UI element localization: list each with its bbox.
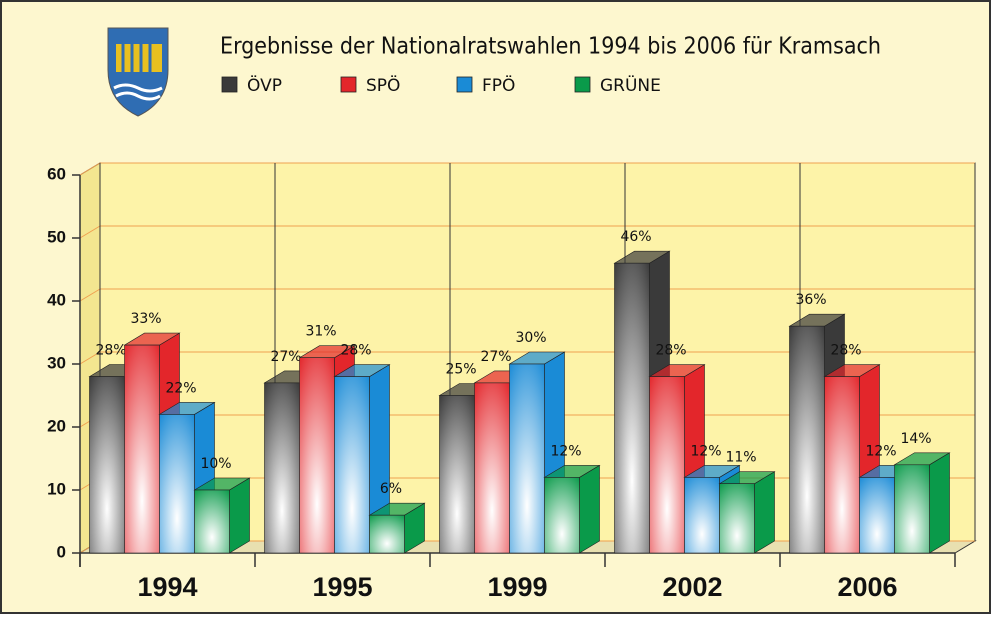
- bar: [719, 483, 755, 554]
- value-label: 31%: [305, 324, 336, 340]
- bar-side: [929, 452, 950, 554]
- legend-swatch: [221, 76, 238, 93]
- value-label: 12%: [690, 443, 721, 459]
- value-label: 25%: [445, 362, 476, 378]
- bar: [859, 477, 895, 554]
- value-label: 11%: [725, 450, 756, 466]
- bar: [544, 477, 580, 554]
- value-label: 22%: [165, 380, 196, 396]
- value-label: 12%: [865, 443, 896, 459]
- y-tick-label: 20: [47, 416, 66, 435]
- value-label: 6%: [380, 481, 402, 497]
- value-label: 28%: [95, 343, 126, 359]
- value-label: 28%: [340, 343, 371, 359]
- chart-title: Ergebnisse der Nationalratswahlen 1994 b…: [220, 34, 881, 60]
- grid-line-side: [79, 288, 101, 302]
- x-tick-label: 1994: [137, 572, 197, 602]
- grid-line-side: [79, 225, 101, 239]
- legend-label: GRÜNE: [600, 74, 661, 96]
- bar: [649, 376, 685, 554]
- value-label: 12%: [550, 443, 581, 459]
- legend-label: FPÖ: [482, 74, 515, 96]
- x-tick-label: 1999: [487, 572, 547, 602]
- legend-swatch: [574, 76, 591, 93]
- bar-side: [579, 464, 600, 554]
- value-label: 27%: [270, 349, 301, 365]
- value-label: 14%: [900, 431, 931, 447]
- bar-side: [229, 477, 250, 554]
- bar: [894, 464, 930, 554]
- legend-swatch: [340, 76, 357, 93]
- value-label: 27%: [480, 349, 511, 365]
- y-tick-label: 10: [47, 479, 66, 498]
- legend-label: SPÖ: [366, 74, 400, 96]
- value-label: 36%: [795, 292, 826, 308]
- x-tick-label: 2002: [662, 572, 722, 602]
- bar: [334, 376, 370, 554]
- bar: [89, 376, 125, 554]
- bar: [299, 357, 335, 554]
- bar: [264, 382, 300, 554]
- legend-swatch: [456, 76, 473, 93]
- y-tick-label: 50: [47, 227, 66, 246]
- bar: [614, 262, 650, 554]
- bar: [369, 514, 405, 554]
- bar: [159, 414, 195, 554]
- value-label: 33%: [130, 311, 161, 327]
- bar: [789, 325, 825, 554]
- bar: [474, 382, 510, 554]
- x-tick-label: 2006: [837, 572, 897, 602]
- value-label: 10%: [200, 456, 231, 472]
- grid-line-side: [79, 162, 101, 176]
- y-tick-label: 40: [47, 290, 66, 309]
- y-tick-label: 30: [47, 353, 66, 372]
- bar: [439, 395, 475, 554]
- y-tick-label: 60: [47, 164, 66, 183]
- x-tick-label: 1995: [312, 572, 372, 602]
- grid-line-side: [79, 351, 101, 365]
- bar: [194, 489, 230, 554]
- bar: [509, 363, 545, 554]
- logo: [107, 27, 169, 117]
- bar-side: [754, 471, 775, 554]
- value-label: 28%: [830, 343, 861, 359]
- bar: [124, 344, 160, 554]
- value-label: 46%: [620, 229, 651, 245]
- legend-label: ÖVP: [247, 74, 282, 96]
- bar: [824, 376, 860, 554]
- value-label: 28%: [655, 343, 686, 359]
- y-tick-label: 0: [57, 542, 66, 561]
- value-label: 30%: [515, 330, 546, 346]
- bar: [684, 477, 720, 554]
